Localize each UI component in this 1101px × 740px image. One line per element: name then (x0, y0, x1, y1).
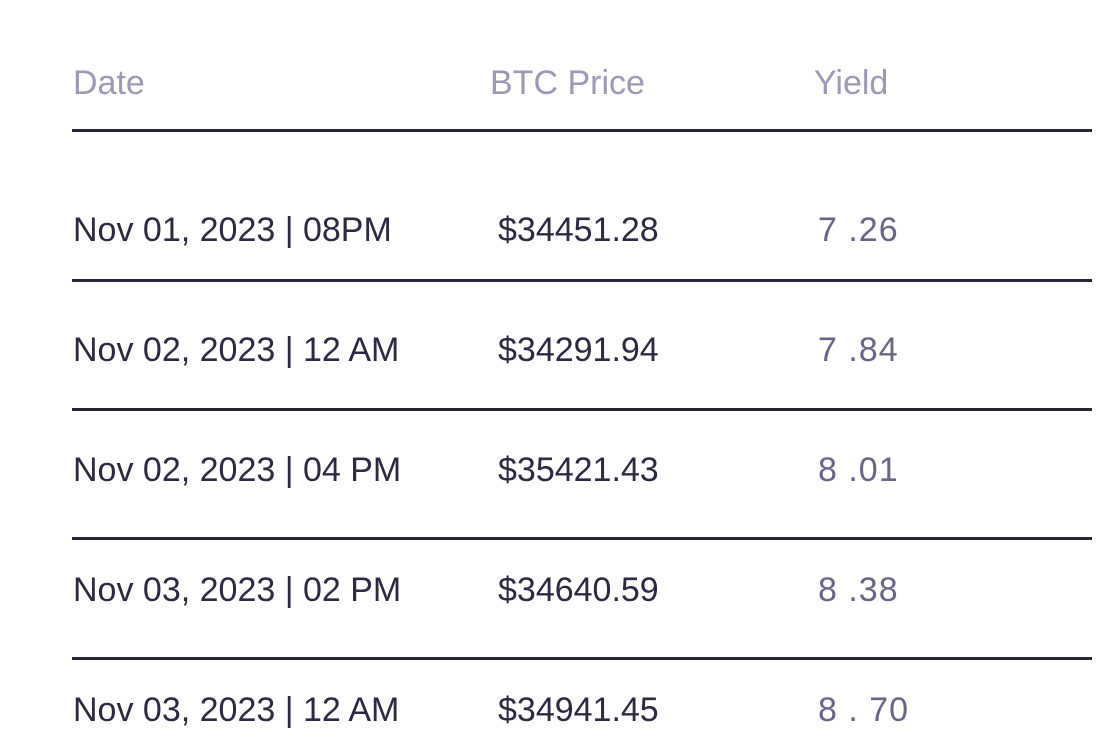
cell-date: Nov 01, 2023 | 08PM (73, 211, 392, 249)
table-header: Date BTC Price Yield (0, 0, 1101, 132)
cell-price: $34451.28 (498, 211, 659, 249)
cell-price: $34291.94 (498, 331, 659, 369)
row-divider (72, 279, 1092, 282)
table-row: Nov 02, 2023 | 04 PM $35421.43 8 .01 (0, 440, 1101, 500)
cell-yield: 8 .01 (818, 451, 899, 489)
row-divider (72, 657, 1092, 660)
table-row: Nov 03, 2023 | 02 PM $34640.59 8 .38 (0, 560, 1101, 620)
cell-date: Nov 02, 2023 | 04 PM (73, 451, 402, 489)
table-row: Nov 03, 2023 | 12 AM $34941.45 8 . 70 (0, 680, 1101, 740)
table-row: Nov 02, 2023 | 12 AM $34291.94 7 .84 (0, 320, 1101, 380)
cell-price: $34640.59 (498, 571, 659, 609)
cell-date: Nov 03, 2023 | 02 PM (73, 571, 402, 609)
cell-yield: 7 .84 (818, 331, 899, 369)
header-divider (72, 129, 1092, 132)
row-divider (72, 408, 1092, 411)
cell-yield: 8 . 70 (818, 691, 910, 729)
header-date: Date (73, 64, 145, 102)
cell-yield: 8 .38 (818, 571, 899, 609)
cell-price: $34941.45 (498, 691, 659, 729)
cell-yield: 7 .26 (818, 211, 899, 249)
cell-date: Nov 02, 2023 | 12 AM (73, 331, 400, 369)
row-divider (72, 537, 1092, 540)
header-yield: Yield (814, 64, 889, 102)
header-btc-price: BTC Price (490, 64, 645, 102)
cell-date: Nov 03, 2023 | 12 AM (73, 691, 400, 729)
table-row: Nov 01, 2023 | 08PM $34451.28 7 .26 (0, 200, 1101, 260)
cell-price: $35421.43 (498, 451, 659, 489)
